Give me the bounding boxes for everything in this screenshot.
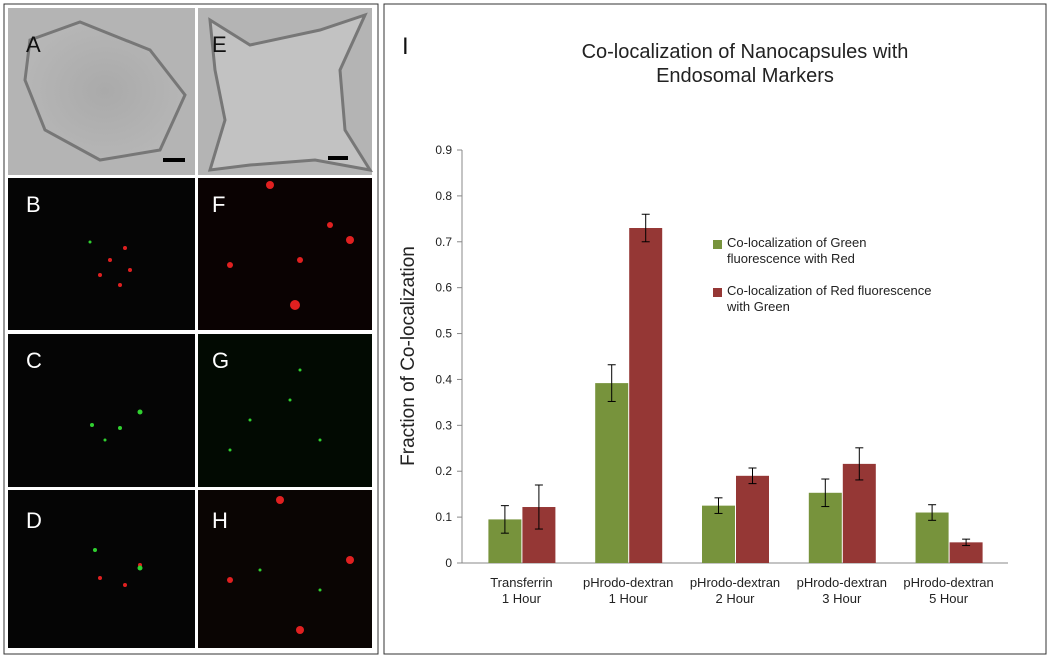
bar (629, 228, 663, 563)
panel-label: B (26, 192, 41, 217)
y-tick-label: 0.7 (435, 235, 452, 249)
x-tick-label: Transferrin 1 Hour (490, 575, 553, 606)
panel-label: A (26, 32, 41, 57)
x-tick-label: pHrodo-dextran 1 Hour (583, 575, 674, 606)
micrographs (8, 8, 374, 648)
panel-label: G (212, 348, 229, 373)
panel-label: C (26, 348, 42, 373)
y-tick-label: 0 (445, 556, 452, 570)
legend-swatch (713, 240, 722, 249)
y-axis-label: Fraction of Co-localization (398, 246, 419, 466)
panel-label: H (212, 508, 228, 533)
legend-label: Co-localization of Red fluorescence with… (727, 283, 932, 314)
legend-label: Co-localization of Green fluorescence wi… (727, 235, 867, 266)
y-tick-label: 0.8 (435, 189, 452, 203)
y-tick-label: 0.3 (435, 418, 452, 432)
y-tick-label: 0.4 (435, 372, 452, 386)
y-tick-label: 0.6 (435, 281, 452, 295)
panel-label: I (402, 33, 409, 60)
panel-label: E (212, 32, 227, 57)
x-tick-label: pHrodo-dextran 2 Hour (689, 575, 781, 606)
bar (949, 542, 983, 563)
y-tick-label: 0.2 (435, 464, 452, 478)
bar (736, 475, 769, 563)
y-tick-label: 0.5 (435, 327, 452, 341)
y-tick-label: 0.1 (435, 510, 452, 524)
x-tick-label: pHrodo-dextran 3 Hour (796, 575, 887, 606)
x-tick-label: pHrodo-dextran 5 Hour (903, 575, 994, 606)
panel-label: F (212, 192, 225, 217)
panel-label: D (26, 508, 42, 533)
y-tick-label: 0.9 (435, 143, 452, 157)
bar (915, 512, 949, 563)
bar (595, 383, 629, 563)
bar (702, 505, 735, 563)
chart-title: Co-localization of Nanocapsules with End… (581, 41, 909, 87)
legend-swatch (713, 288, 722, 297)
